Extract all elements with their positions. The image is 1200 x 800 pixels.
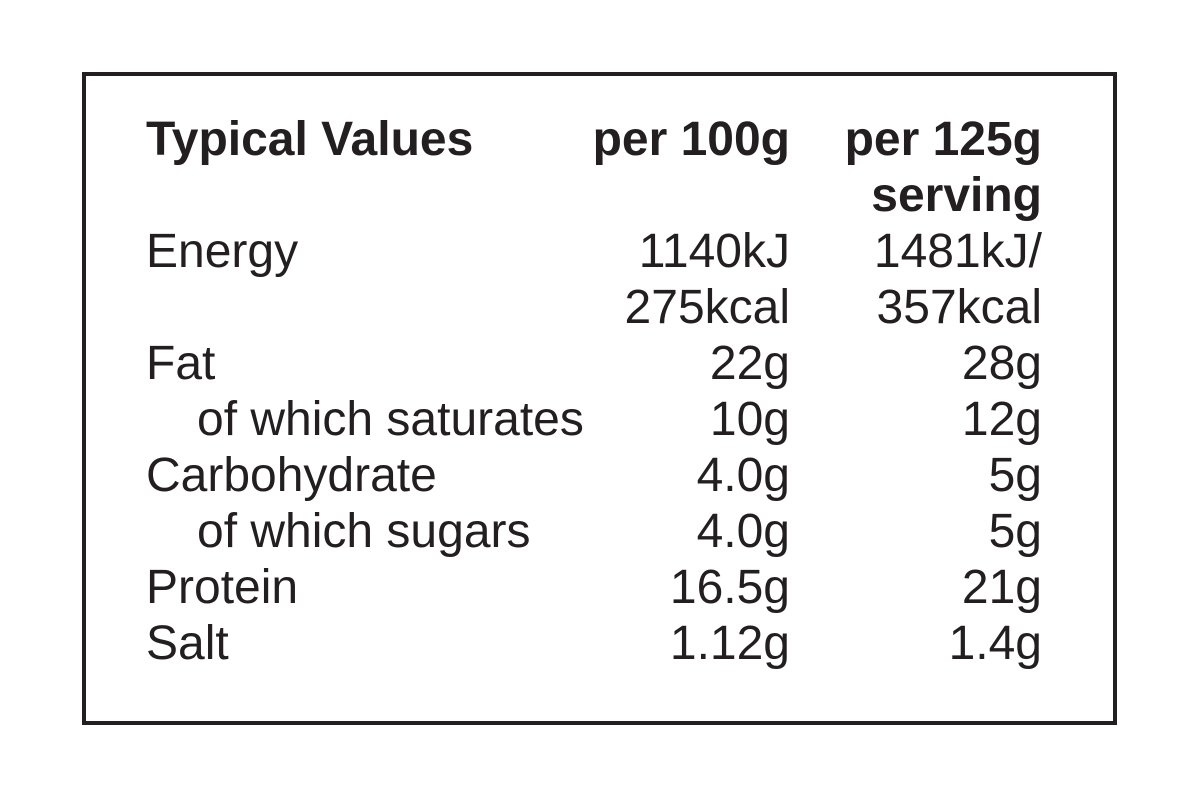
row-label-saturates: of which saturates xyxy=(197,393,584,446)
energy-per-100g-kj: 1140kJ xyxy=(638,225,790,278)
energy-per-serving-kcal: 357kcal xyxy=(876,281,1042,334)
fat-per-100g-value: 22g xyxy=(709,337,790,390)
row-label-energy: Energy xyxy=(146,225,299,278)
protein-per-serving-value: 21g xyxy=(961,561,1042,614)
carbohydrate-per-serving-value: 5g xyxy=(988,449,1042,502)
carbohydrate-per-100g-value: 4.0g xyxy=(696,449,790,502)
table-row-energy: Energy 1140kJ 275kcal 1481kJ/ 357kcal xyxy=(146,224,1042,336)
table-header-row: Typical Values per 100g per 125g serving xyxy=(146,112,1042,224)
saturates-per-100g-value: 10g xyxy=(709,393,790,446)
row-label-protein: Protein xyxy=(146,561,299,614)
saturates-per-serving-value: 12g xyxy=(961,393,1042,446)
nutrition-label-box: Typical Values per 100g per 125g serving… xyxy=(82,72,1117,725)
energy-per-serving-value: 1481kJ/ 357kcal xyxy=(790,224,1042,336)
row-label-sugars: of which sugars xyxy=(197,505,531,558)
header-per-serving: per 125g serving xyxy=(790,112,1042,224)
protein-per-100g-value: 16.5g xyxy=(669,561,790,614)
salt-per-100g-value: 1.12g xyxy=(669,617,790,670)
table-row-carbohydrate: Carbohydrate 4.0g 5g xyxy=(146,448,1042,504)
row-label-carbohydrate: Carbohydrate xyxy=(146,449,437,502)
header-per-100g: per 100g xyxy=(592,113,790,166)
table-row-fat: Fat 22g 28g xyxy=(146,336,1042,392)
fat-per-serving-value: 28g xyxy=(961,337,1042,390)
table-row-salt: Salt 1.12g 1.4g xyxy=(146,616,1042,672)
nutrition-table: Typical Values per 100g per 125g serving… xyxy=(86,76,1113,672)
sugars-per-serving-value: 5g xyxy=(988,505,1042,558)
row-label-salt: Salt xyxy=(146,617,229,670)
table-row-protein: Protein 16.5g 21g xyxy=(146,560,1042,616)
header-per-serving-line2: serving xyxy=(871,169,1042,222)
energy-per-serving-kj: 1481kJ/ xyxy=(873,225,1042,278)
row-label-fat: Fat xyxy=(146,337,216,390)
salt-per-serving-value: 1.4g xyxy=(948,617,1042,670)
energy-per-100g-kcal: 275kcal xyxy=(624,281,790,334)
table-row-sugars: of which sugars 4.0g 5g xyxy=(146,504,1042,560)
energy-per-100g-value: 1140kJ 275kcal xyxy=(590,224,790,336)
table-row-saturates: of which saturates 10g 12g xyxy=(146,392,1042,448)
header-per-serving-line1: per 125g xyxy=(844,113,1042,166)
header-typical-values: Typical Values xyxy=(146,113,474,166)
sugars-per-100g-value: 4.0g xyxy=(696,505,790,558)
